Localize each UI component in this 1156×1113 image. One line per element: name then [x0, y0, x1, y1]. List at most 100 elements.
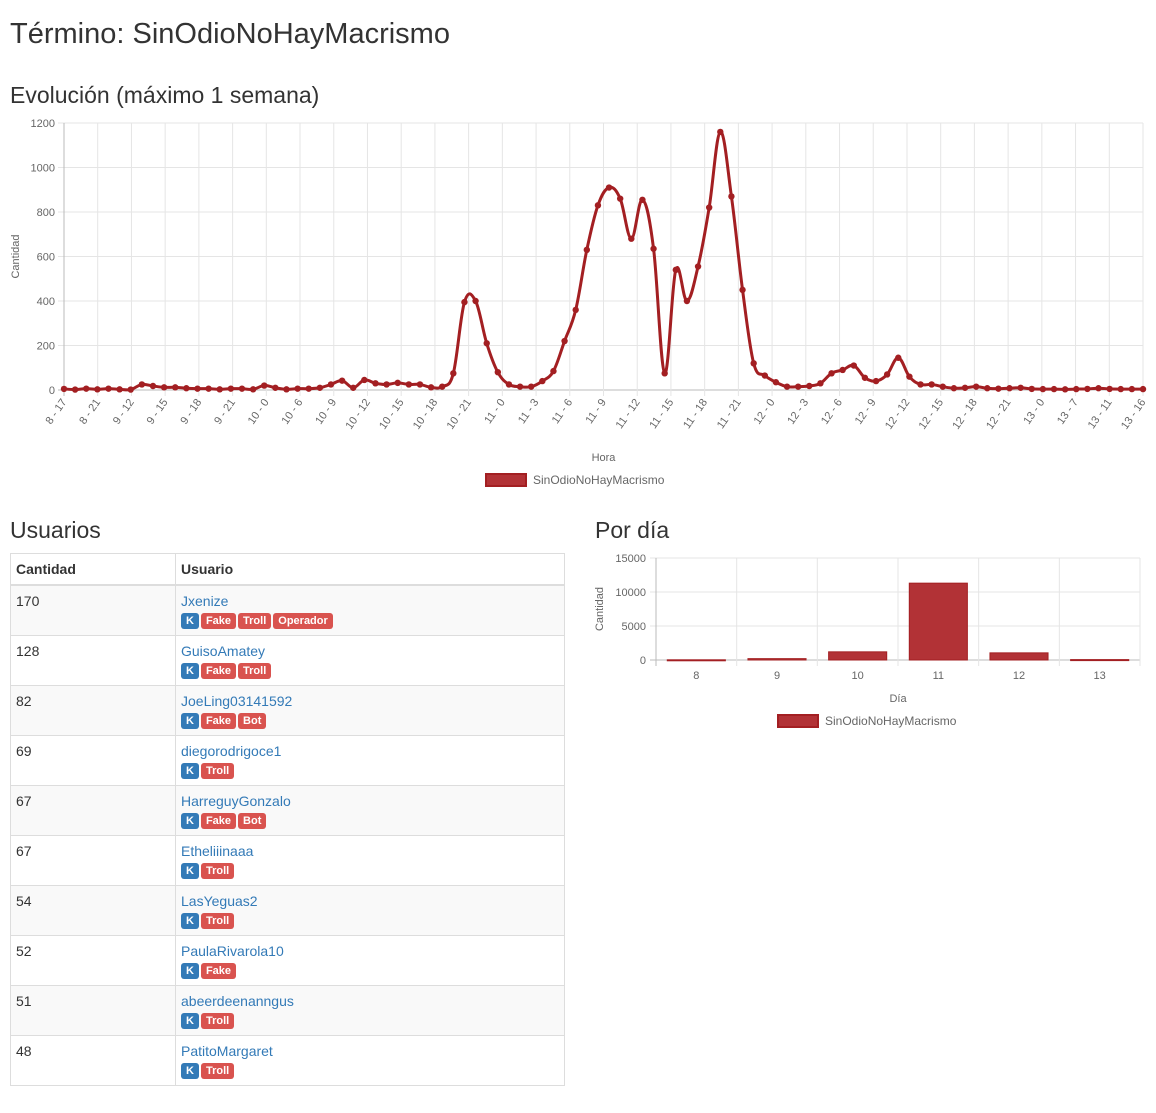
- x-tick-label: 12 - 18: [950, 397, 979, 432]
- data-point: [361, 376, 368, 384]
- table-header-row: Cantidad Usuario: [10, 553, 565, 586]
- x-axis-title: Hora: [592, 452, 617, 464]
- data-point: [227, 385, 235, 392]
- usuario-cell: PatitoMargaret K Troll: [175, 1034, 565, 1086]
- x-tick-label: 13 - 7: [1055, 397, 1081, 427]
- data-point: [683, 297, 691, 305]
- data-point: [316, 384, 324, 391]
- evolution-heading: Evolución (máximo 1 semana): [10, 82, 320, 108]
- x-tick-label: 9 - 15: [145, 397, 171, 427]
- data-point: [984, 385, 991, 392]
- x-tick-label: 12 - 6: [819, 397, 845, 427]
- x-tick-label: 9 - 18: [178, 397, 204, 427]
- data-point: [494, 369, 502, 376]
- username-link[interactable]: diegorodrigoce1: [181, 742, 282, 759]
- username-link[interactable]: GuisoAmatey: [181, 642, 266, 659]
- y-tick-label: 1200: [31, 118, 55, 130]
- x-tick-label: 11 - 12: [614, 397, 643, 431]
- data-point: [60, 385, 68, 393]
- x-tick-label: 10 - 21: [445, 397, 474, 432]
- data-point: [394, 379, 401, 387]
- x-tick-label: 8: [693, 670, 699, 682]
- data-point: [761, 372, 768, 379]
- username-link[interactable]: LasYeguas2: [181, 892, 258, 909]
- cantidad-cell: 128: [10, 634, 176, 686]
- username-link[interactable]: Etheliiinaaa: [181, 842, 254, 859]
- badge-fake: Fake: [200, 613, 237, 629]
- badge-troll: Troll: [200, 912, 235, 929]
- data-point: [94, 386, 101, 393]
- data-point: [872, 377, 880, 385]
- x-tick-label: 10 - 18: [411, 397, 440, 432]
- data-point: [249, 386, 257, 393]
- data-point: [405, 381, 413, 388]
- x-tick-label: 11 - 3: [516, 397, 541, 426]
- users-table: Cantidad Usuario 170 Jxenize K Fake Troll Ope…: [10, 553, 565, 1086]
- data-point: [561, 337, 568, 345]
- user-badges: K Troll: [181, 762, 559, 779]
- legend-swatch: [777, 714, 819, 728]
- table-row: 51 abeerdeenanngus K Troll: [10, 984, 565, 1036]
- data-point: [605, 184, 613, 191]
- data-point: [539, 377, 546, 385]
- data-point: [149, 382, 157, 390]
- data-point: [828, 370, 835, 377]
- usuario-cell: PaulaRivarola10 K Fake: [175, 934, 565, 986]
- x-tick-label: 11 - 6: [550, 397, 575, 426]
- x-tick-label: 11 - 0: [482, 397, 507, 426]
- x-tick-label: 10 - 12: [343, 397, 372, 432]
- data-point: [995, 385, 1002, 392]
- bar-chart-grid: [650, 557, 1141, 666]
- data-point: [772, 379, 780, 386]
- cantidad-cell: 52: [10, 934, 176, 986]
- badge-k: K: [181, 812, 199, 829]
- username-link[interactable]: Jxenize: [181, 593, 229, 609]
- table-row: 82 JoeLing03141592 K Fake Bot: [10, 684, 565, 736]
- cantidad-cell: 54: [10, 884, 176, 936]
- y-tick-label: 200: [37, 341, 55, 353]
- per-day-heading: Por día: [595, 517, 670, 543]
- username-link[interactable]: PatitoMargaret: [181, 1042, 273, 1059]
- data-point: [483, 340, 490, 347]
- usuario-cell: Jxenize K Fake Troll Operador: [175, 584, 565, 636]
- data-point: [1095, 385, 1102, 392]
- table-row: 69 diegorodrigoce1 K Troll: [10, 734, 565, 786]
- username-link[interactable]: JoeLing03141592: [181, 692, 293, 709]
- x-tick-label: 10 - 15: [377, 397, 406, 432]
- badge-fake: Fake: [200, 662, 237, 679]
- badge-k: K: [181, 962, 199, 979]
- data-point: [895, 354, 902, 361]
- data-point: [906, 373, 913, 380]
- badge-k: K: [181, 1012, 199, 1029]
- badge-fake: Fake: [200, 812, 237, 829]
- username-link[interactable]: abeerdeenanngus: [181, 992, 294, 1009]
- data-point: [628, 235, 635, 242]
- data-point: [650, 245, 657, 252]
- data-point: [961, 384, 969, 391]
- x-tick-label: 12 - 21: [984, 397, 1013, 432]
- data-point: [1073, 385, 1080, 393]
- data-point: [1128, 385, 1136, 393]
- x-tick-label: 13 - 16: [1119, 397, 1148, 432]
- badge-fake: Fake: [200, 712, 237, 729]
- data-point: [972, 383, 980, 390]
- data-point: [1106, 385, 1113, 393]
- page-title: Término: SinOdioNoHayMacrismo: [10, 18, 450, 50]
- column-header-cantidad: Cantidad: [10, 553, 176, 586]
- data-point: [383, 381, 390, 388]
- badge-fake: Fake: [200, 962, 237, 979]
- x-axis-title: Día: [889, 693, 907, 705]
- user-badges: K Troll: [181, 912, 559, 929]
- data-point: [850, 362, 857, 369]
- username-link[interactable]: HarreguyGonzalo: [181, 792, 291, 809]
- data-point: [861, 374, 869, 381]
- data-point: [917, 381, 924, 388]
- data-point: [1017, 384, 1024, 391]
- user-badges: K Troll: [181, 1062, 559, 1079]
- username-link[interactable]: PaulaRivarola10: [181, 942, 284, 959]
- data-point: [739, 286, 746, 294]
- badge-bot: Bot: [238, 712, 267, 729]
- y-axis-title: Cantidad: [10, 234, 22, 278]
- data-point: [572, 306, 579, 314]
- x-tick-label: 12 - 9: [853, 397, 879, 427]
